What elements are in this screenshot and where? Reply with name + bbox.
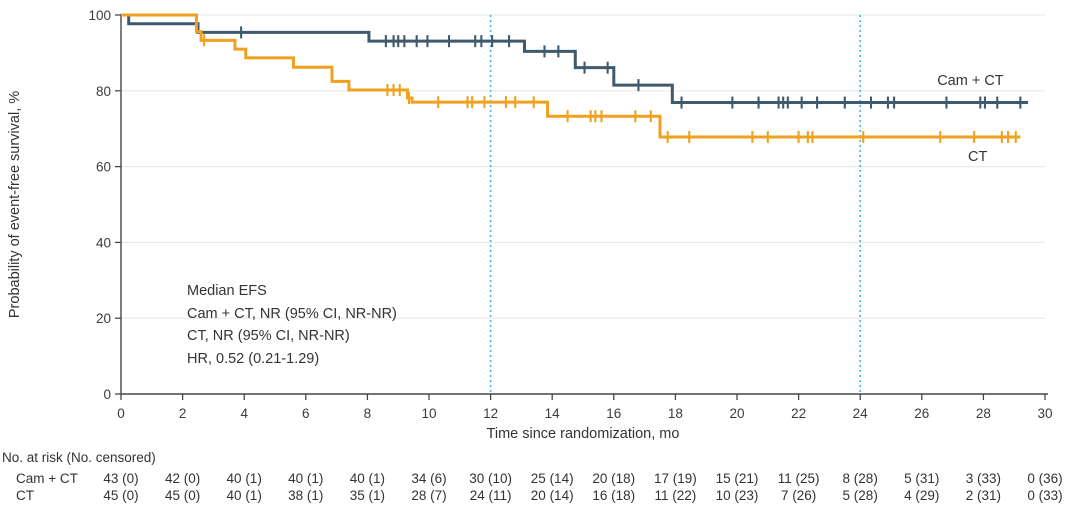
x-tick-label: 4 (240, 406, 248, 421)
x-tick-label: 10 (421, 406, 436, 421)
risk-cell: 11 (22) (654, 488, 697, 503)
median-efs-annotation: Median EFS Cam + CT, NR (95% CI, NR-NR) … (187, 280, 397, 370)
x-tick-label: 28 (976, 406, 991, 421)
x-axis-title: Time since randomization, mo (487, 426, 680, 442)
risk-cell: 10 (23) (715, 488, 759, 503)
y-tick-label: 60 (96, 160, 111, 175)
x-tick-label: 12 (483, 406, 498, 421)
risk-cell: 17 (19) (654, 471, 697, 486)
risk-cell: 45 (0) (164, 488, 201, 503)
series-line-cam-ct (121, 13, 1029, 105)
risk-cell: 5 (28) (842, 488, 878, 503)
series-label-ct: CT (968, 149, 987, 165)
risk-cell: 3 (33) (965, 471, 1002, 486)
x-tick-label: 30 (1037, 406, 1052, 421)
risk-cell: 28 (7) (411, 488, 447, 503)
risk-cell: 40 (1) (226, 471, 262, 486)
risk-cell: 8 (28) (842, 471, 878, 486)
annotation-line-title: Median EFS (187, 283, 267, 299)
risk-row-label-ct: CT (16, 488, 34, 503)
risk-cell: 30 (10) (469, 471, 512, 486)
reference-lines (489, 15, 862, 394)
risk-cell: 42 (0) (164, 471, 201, 486)
risk-cell: 2 (31) (965, 488, 1002, 503)
risk-cell: 20 (14) (530, 488, 574, 503)
risk-table-header: No. at risk (No. censored) (2, 450, 156, 465)
risk-cell: 0 (33) (1027, 488, 1063, 503)
risk-cell: 0 (36) (1027, 471, 1063, 486)
x-tick-label: 22 (791, 406, 806, 421)
survival-curves: Cam + CT CT (121, 13, 1029, 165)
x-tick-label: 14 (545, 406, 561, 421)
y-tick-label: 80 (96, 84, 111, 99)
x-tick-label: 2 (179, 406, 187, 421)
risk-cell: 5 (31) (904, 471, 940, 486)
y-axis-title: Probability of event-free survival, % (7, 91, 23, 318)
risk-cell: 38 (1) (288, 488, 324, 503)
x-tick-label: 16 (606, 406, 621, 421)
risk-cell: 11 (25) (777, 471, 820, 486)
risk-cell: 25 (14) (530, 471, 574, 486)
risk-cell: 40 (1) (349, 471, 386, 486)
risk-cell: 34 (6) (411, 471, 447, 486)
gridlines (121, 14, 1045, 319)
y-tick-label: 100 (88, 8, 111, 23)
x-tick-label: 24 (853, 406, 869, 421)
x-tick-label: 18 (668, 406, 683, 421)
x-tick-label: 8 (364, 406, 372, 421)
risk-cell: 20 (18) (592, 471, 636, 486)
annotation-line-hr: HR, 0.52 (0.21-1.29) (187, 350, 320, 367)
risk-cell: 15 (21) (715, 471, 759, 486)
x-tick-label: 20 (729, 406, 744, 421)
risk-cell: 45 (0) (103, 488, 139, 503)
annotation-line-ct: CT, NR (95% CI, NR-NR) (187, 328, 350, 344)
risk-cell: 4 (29) (904, 488, 940, 503)
risk-cell: 16 (18) (592, 488, 636, 503)
y-tick-label: 40 (96, 235, 111, 250)
x-tick-label: 26 (914, 406, 929, 421)
risk-cell: 43 (0) (103, 471, 139, 486)
series-line-ct (121, 13, 1021, 139)
risk-cell: 40 (1) (288, 471, 324, 486)
risk-cell: 7 (26) (780, 488, 817, 503)
risk-row-label-camct: Cam + CT (16, 471, 78, 486)
x-tick-label: 6 (302, 406, 310, 421)
risk-cell: 35 (1) (349, 488, 386, 503)
risk-cell: 40 (1) (226, 488, 262, 503)
x-tick-label: 0 (117, 406, 125, 421)
series-label-cam-ct: Cam + CT (937, 73, 1004, 89)
km-chart-canvas: 0 2 4 6 8 10 12 14 16 18 20 22 24 26 28 30020406080100 … (7, 8, 1053, 442)
risk-cell: 24 (11) (469, 488, 512, 503)
y-tick-label: 0 (103, 387, 111, 402)
annotation-line-camct: Cam + CT, NR (95% CI, NR-NR) (187, 305, 397, 322)
y-tick-label: 20 (96, 311, 111, 326)
